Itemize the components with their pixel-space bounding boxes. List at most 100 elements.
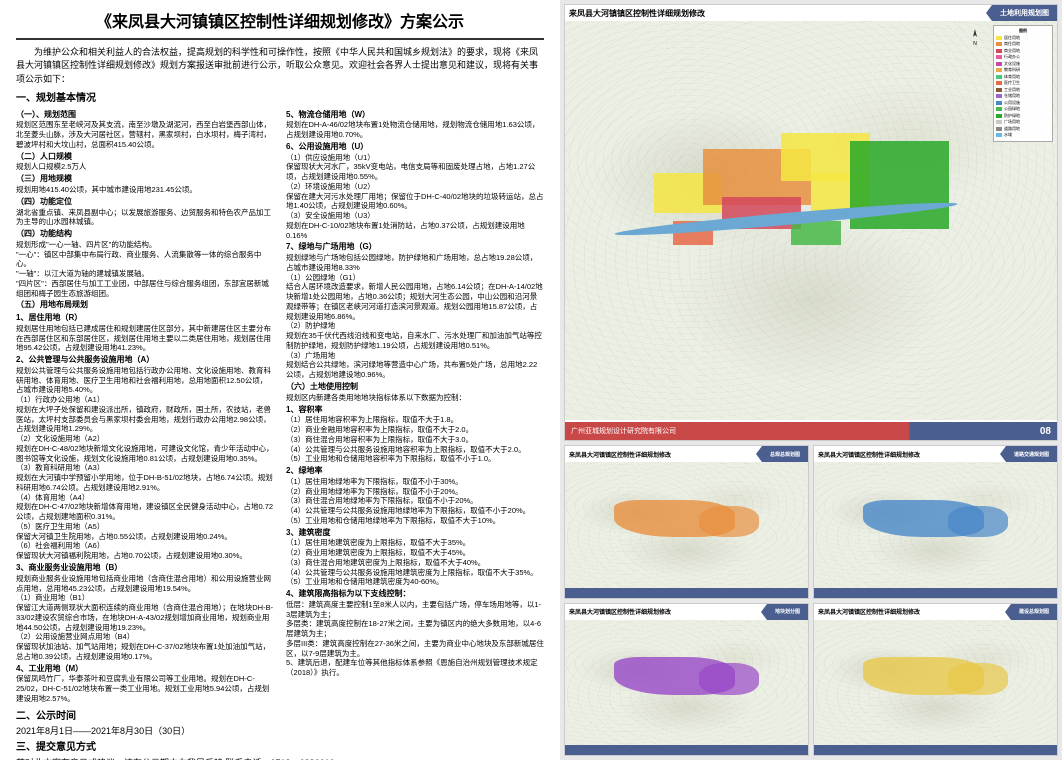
sub-heading: 6、公用设施用地（U） — [286, 142, 544, 153]
thumb-zone — [948, 663, 1009, 694]
right-column: 5、物流仓储用地（W） 规划在DH-A-46/02地块布置1处物流仓储用地，规划… — [286, 108, 544, 704]
thumb-zone — [699, 506, 760, 537]
zone — [791, 221, 840, 245]
sub-heading: 3、建筑密度 — [286, 528, 544, 539]
legend-swatch — [996, 107, 1002, 111]
body-text: 多层III类：建筑高度控制在27-36米之间，主要为商业中心地块及东部新城居住区… — [286, 639, 544, 659]
body-text: 保留江大道两侧现状大面积连续的商业用地（含商住混合用地）；在地块DH-B-33/… — [16, 603, 274, 632]
legend-swatch — [996, 62, 1002, 66]
body-text: （1）居住用地容积率为上限指标，取值不大于1.8。 — [286, 415, 544, 425]
legend-row: 工业用地 — [996, 87, 1050, 93]
legend-row: 医疗卫生 — [996, 80, 1050, 86]
legend-label: 行政办公 — [1004, 54, 1020, 60]
body-text: （3）商住混合用地绿地率为下限指标，取值不小于20%。 — [286, 496, 544, 506]
body-text: 规划公共管理与公共服务设施用地包括行政办公用地、文化设施用地、教育科研用地、体育… — [16, 366, 274, 395]
main-map: 来凤县大河镇镇区控制性详细规划修改 土地利用规划图 N 图例 居住用地商住用地商… — [564, 4, 1058, 441]
body-text: （1）居住用地绿地率为下限指标，取值不小于30%。 — [286, 477, 544, 487]
section-3-heading: 三、提交意见方式 — [16, 741, 544, 755]
body-text: 规划绿地与广场地包括公园绿地，防护绿地和广场用地，总占地19.28公顷，占城市建… — [286, 253, 544, 273]
legend-swatch — [996, 101, 1002, 105]
body-text: 规划居住用地包括已建成居住和规划建居住区部分，其中新建居住区主要分布在西部居住区… — [16, 324, 274, 353]
thumb-badge: 建设总规划图 — [1011, 604, 1057, 620]
body-text: （6）社会福利用地（A6） — [16, 541, 274, 551]
body-text: （1）商业用地（B1） — [16, 593, 274, 603]
legend-label: 商业用地 — [1004, 48, 1020, 54]
legend-swatch — [996, 81, 1002, 85]
body-text: "一轴"：以江大道为轴的建城镇发展轴。 — [16, 269, 274, 279]
two-column-body: （一）、规划范围 规划区范围东至老峡河及其支流，南至沙墩及湖泥河，西至白岩堡西部… — [16, 108, 544, 704]
legend-row: 商业用地 — [996, 48, 1050, 54]
body-text: （1）供应设施用地（U1） — [286, 153, 544, 163]
legend-label: 防护绿地 — [1004, 113, 1020, 119]
legend-swatch — [996, 68, 1002, 72]
thumbnail-grid: 来凤县大河镇镇区控制性详细规划修改 总规总规划图 来凤县大河镇镇区控制性详细规划… — [564, 445, 1058, 756]
body-text: （4）体育用地（A4） — [16, 493, 274, 503]
body-text: （2）防护绿地 — [286, 321, 544, 331]
document-panel: 《来凤县大河镇镇区控制性详细规划修改》方案公示 为维护公众和相关利益人的合法权益… — [0, 0, 560, 760]
sub-heading: （四）功能定位 — [16, 197, 274, 208]
body-text: 保留凤鸣竹厂，华泰茶叶和豆腐乳业有限公司等工业用地。规划在DH-C-25/02，… — [16, 674, 274, 703]
body-text: 结合人居环境改造要求，新增人民公园用地，占地6.14公顷；在DH-A-14/02… — [286, 282, 544, 321]
legend-label: 仓储用地 — [1004, 93, 1020, 99]
legend-swatch — [996, 55, 1002, 59]
sub-heading: 4、建筑限高指标为以下支线控制： — [286, 589, 544, 600]
sub-heading: 3、商业服务业设施用地（B） — [16, 563, 274, 574]
body-text: （3）安全设施用地（U3） — [286, 211, 544, 221]
legend-swatch — [996, 36, 1002, 40]
legend-row: 公用设施 — [996, 100, 1050, 106]
body-text: （5）工业用地和仓储用地容积率为下限指标，取值不小于1.0。 — [286, 454, 544, 464]
svg-text:N: N — [973, 41, 977, 47]
body-text: 规划在DH-C-10/02地块布置1处消防站，占地0.37公顷，占规划建设用地0… — [286, 221, 544, 241]
legend-swatch — [996, 127, 1002, 131]
doc-title: 《来凤县大河镇镇区控制性详细规划修改》方案公示 — [16, 12, 544, 40]
body-text: （5）工业用地和仓储用地建筑密度为40-60%。 — [286, 577, 544, 587]
sub-heading: （五）用地布局规划 — [16, 300, 274, 311]
thumb-title-bar: 来凤县大河镇镇区控制性详细规划修改 道路交通规划图 — [814, 446, 1057, 462]
legend-row: 水域 — [996, 132, 1050, 138]
body-text: 规划商业服务业设施用地包括商业用地（含商住混合用地）和公用设施营业网点用地，总用… — [16, 574, 274, 594]
legend-label: 文化设施 — [1004, 61, 1020, 67]
publicity-period: 2021年8月1日——2021年8月30日（30日） — [16, 725, 544, 737]
body-text: 5、建筑后退，配建车位等其他指标体系参照《恩施自治州规划管理技术规定（2018）… — [286, 658, 544, 678]
sub-heading: 2、公共管理与公共服务设施用地（A） — [16, 355, 274, 366]
legend-label: 教育科研 — [1004, 67, 1020, 73]
body-text: 规划在DH-A-46/02地块布置1处物流仓储用地，规划物流仓储用地1.63公顷… — [286, 120, 544, 140]
sub-heading: （二）人口规模 — [16, 152, 274, 163]
thumb-footer — [814, 588, 1057, 598]
body-text: （4）公共管理与公共服务设施用地建筑密度为上限指标，取值不大于35%。 — [286, 568, 544, 578]
map-thumbnail: 来凤县大河镇镇区控制性详细规划修改 地块划分图 — [564, 603, 809, 756]
thumb-title: 来凤县大河镇镇区控制性详细规划修改 — [569, 450, 671, 459]
body-text: （2）商业金融用地容积率为上限指标，取值不大于2.0。 — [286, 425, 544, 435]
map-title-bar: 来凤县大河镇镇区控制性详细规划修改 土地利用规划图 — [565, 5, 1057, 21]
legend-row: 广场用地 — [996, 119, 1050, 125]
terrain-layer — [565, 21, 1057, 420]
body-text: 规划在DH-C-47/02地块新增体育用地，建设镇区全民健身活动中心，占地0.7… — [16, 502, 274, 522]
thumb-footer — [565, 745, 808, 755]
legend-swatch — [996, 114, 1002, 118]
legend-row: 文化设施 — [996, 61, 1050, 67]
legend-swatch — [996, 94, 1002, 98]
body-text: （2）商业用地绿地率为下限指标，取值不小于20%。 — [286, 487, 544, 497]
map-thumbnail: 来凤县大河镇镇区控制性详细规划修改 总规总规划图 — [564, 445, 809, 598]
left-column: （一）、规划范围 规划区范围东至老峡河及其支流，南至沙墩及湖泥河，西至白岩堡西部… — [16, 108, 274, 704]
thumb-title-bar: 来凤县大河镇镇区控制性详细规划修改 建设总规划图 — [814, 604, 1057, 620]
body-text: 规划在大坪子处保留和建设派出所，镇政府，财政所，国土所，农技站，老兽医站，太坪村… — [16, 405, 274, 434]
thumb-title-bar: 来凤县大河镇镇区控制性详细规划修改 地块划分图 — [565, 604, 808, 620]
body-text: 保留在建大河污水处理厂用地；保留位于DH-C-40/02地块的垃圾转运站，总占地… — [286, 192, 544, 212]
maps-panel: 来凤县大河镇镇区控制性详细规划修改 土地利用规划图 N 图例 居住用地商住用地商… — [560, 0, 1062, 760]
map-thumbnail: 来凤县大河镇镇区控制性详细规划修改 道路交通规划图 — [813, 445, 1058, 598]
legend-label: 广场用地 — [1004, 119, 1020, 125]
legend-swatch — [996, 88, 1002, 92]
legend-swatch — [996, 133, 1002, 137]
body-text: 规划在大河镇中学预留小学用地，位于DH-B-51/02地块，占地6.74公顷。规… — [16, 473, 274, 493]
sub-heading: （三）用地规模 — [16, 174, 274, 185]
legend-swatch — [996, 75, 1002, 79]
legend-label: 公用设施 — [1004, 100, 1020, 106]
body-text: 规划在DH-C-48/02地块新增文化设施用地，可建设文化馆，青少年活动中心，图… — [16, 444, 274, 464]
thumb-zone — [699, 663, 760, 694]
body-text: 保留现状加油站、加气站用地；规划在DH-C-37/02地块布置1处加油加气站，总… — [16, 642, 274, 662]
legend-swatch — [996, 120, 1002, 124]
body-text: 湖北省重点镇、来凤县副中心；以发展旅游服务、边贸服务和特色农产品加工为主导的山水… — [16, 208, 274, 228]
thumb-terrain — [565, 462, 808, 587]
thumb-footer — [565, 588, 808, 598]
